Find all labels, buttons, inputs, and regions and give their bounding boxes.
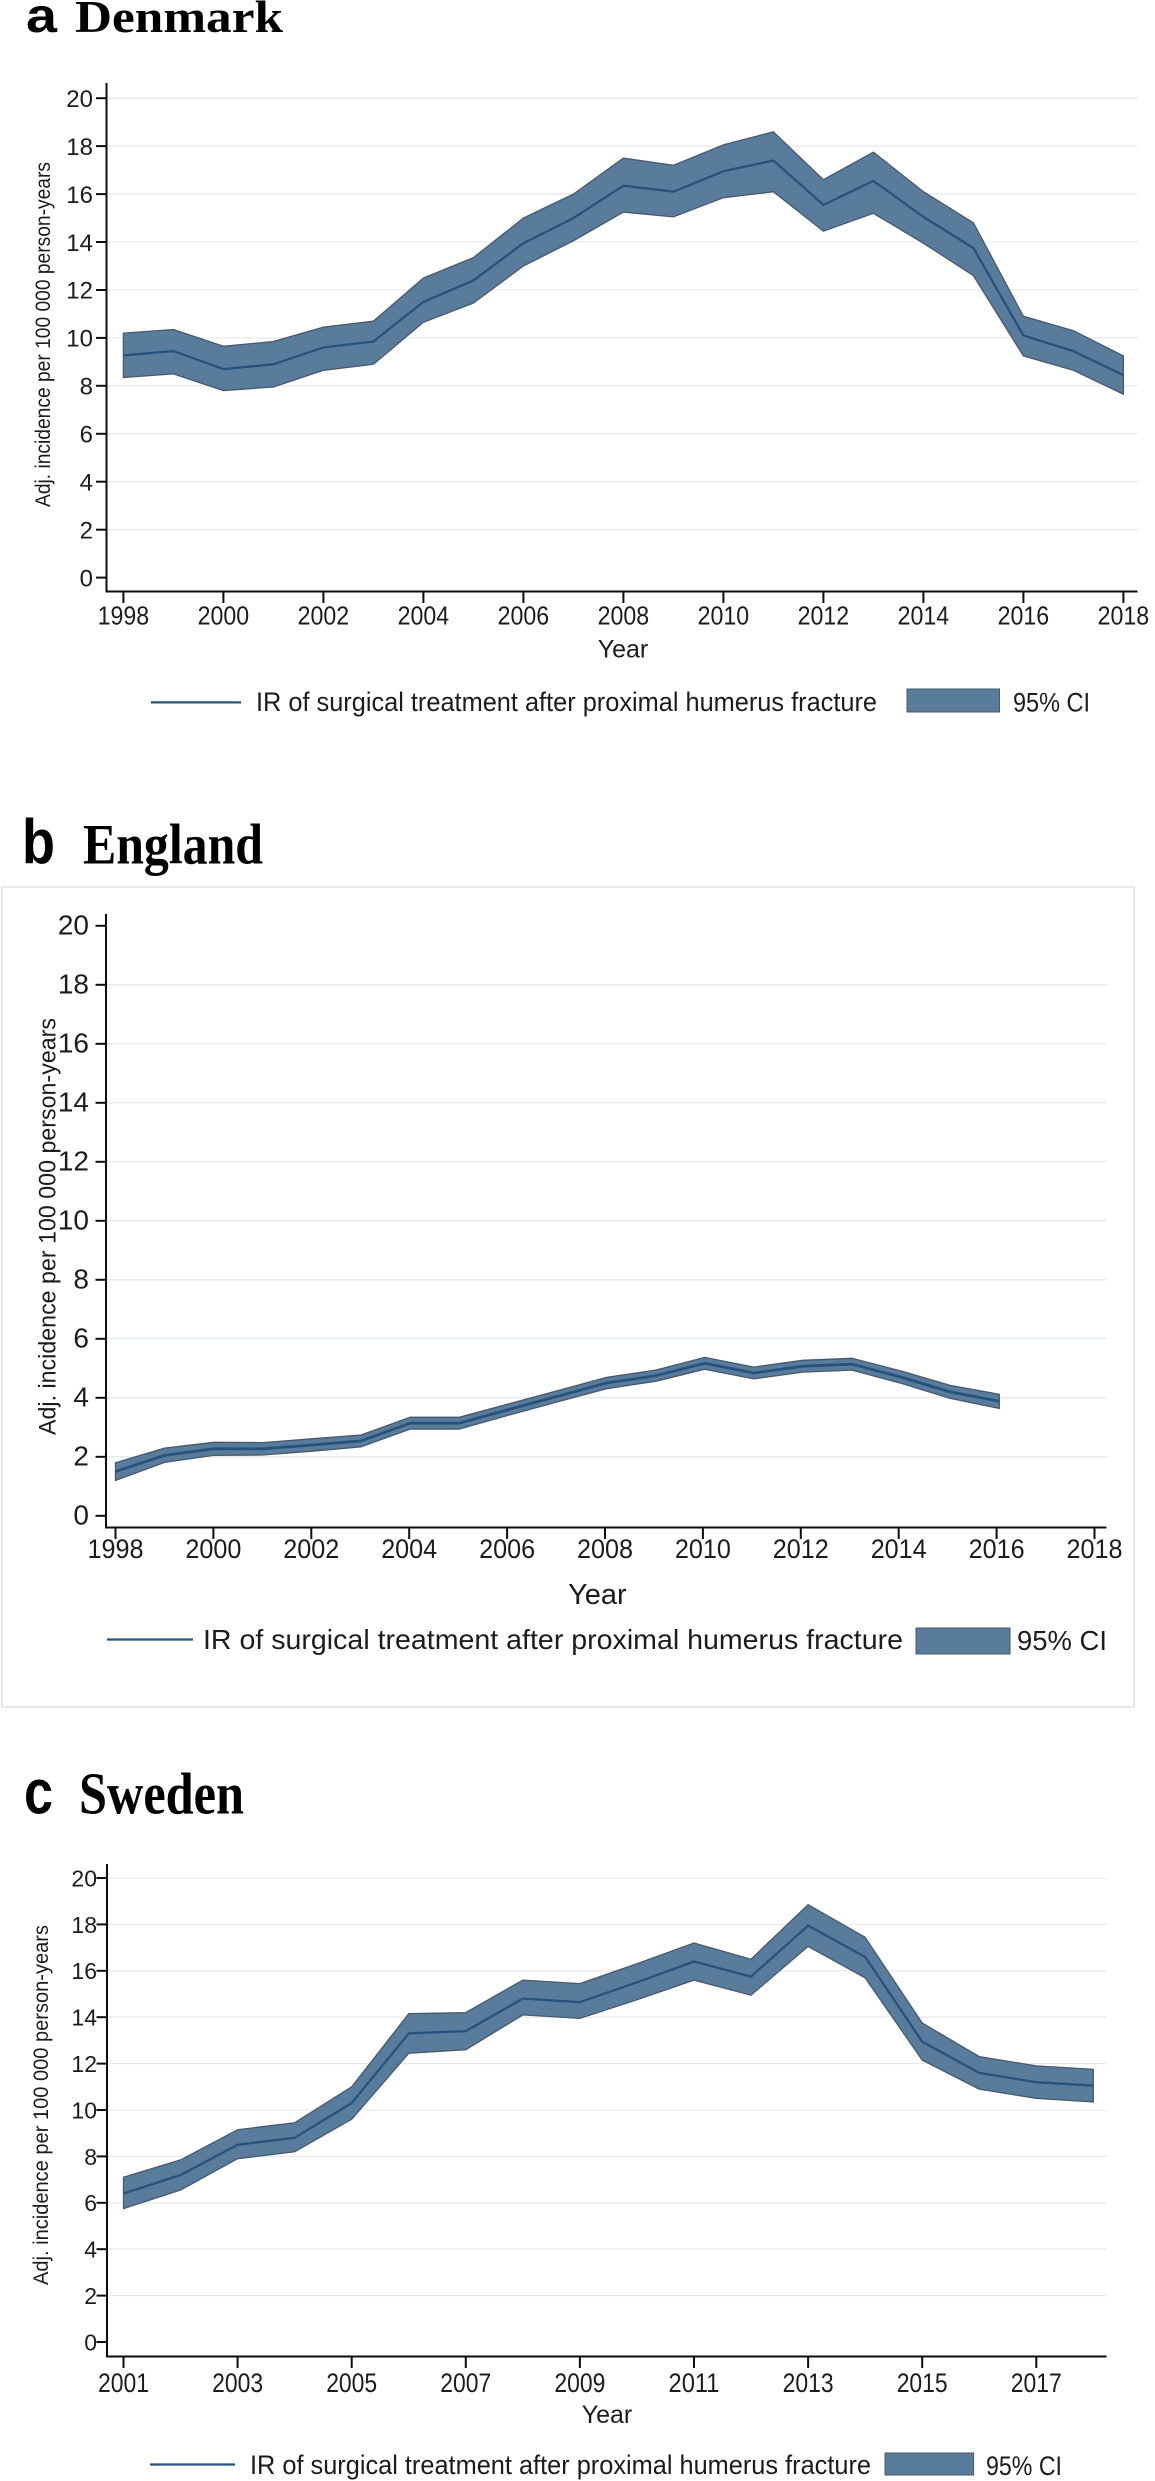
svg-text:2008: 2008: [577, 1534, 633, 1564]
svg-text:Year: Year: [582, 2401, 633, 2429]
svg-text:6: 6: [84, 2190, 97, 2216]
svg-text:4: 4: [84, 2237, 97, 2263]
svg-text:10: 10: [66, 326, 93, 353]
svg-text:18: 18: [71, 1912, 97, 1938]
svg-text:2: 2: [84, 2283, 97, 2309]
svg-text:12: 12: [58, 1146, 89, 1177]
svg-text:2010: 2010: [675, 1534, 731, 1564]
svg-text:2007: 2007: [440, 2368, 491, 2398]
svg-text:Denmark: Denmark: [75, 0, 283, 42]
svg-text:8: 8: [84, 2144, 97, 2170]
svg-text:20: 20: [58, 910, 89, 941]
svg-text:4: 4: [80, 470, 93, 497]
svg-text:2012: 2012: [773, 1534, 829, 1564]
svg-text:16: 16: [58, 1028, 89, 1059]
svg-text:2: 2: [73, 1441, 89, 1472]
svg-text:8: 8: [73, 1264, 89, 1295]
svg-text:14: 14: [71, 2005, 97, 2031]
svg-text:0: 0: [73, 1500, 89, 1531]
svg-text:2008: 2008: [598, 601, 650, 631]
svg-text:2002: 2002: [298, 601, 350, 631]
svg-text:2018: 2018: [1067, 1534, 1123, 1564]
svg-text:20: 20: [66, 86, 93, 113]
svg-text:95% CI: 95% CI: [1013, 688, 1090, 718]
svg-text:2003: 2003: [212, 2368, 263, 2398]
svg-text:0: 0: [84, 2329, 97, 2355]
svg-text:IR of surgical treatment after: IR of surgical treatment after proximal …: [250, 2450, 871, 2480]
svg-text:0: 0: [80, 565, 93, 592]
svg-text:Sweden: Sweden: [79, 1761, 244, 1827]
svg-text:Year: Year: [598, 636, 649, 664]
svg-text:18: 18: [66, 134, 93, 161]
svg-text:Year: Year: [568, 1579, 627, 1611]
svg-text:95% CI: 95% CI: [1017, 1625, 1107, 1656]
svg-text:95% CI: 95% CI: [986, 2451, 1062, 2481]
svg-text:IR of surgical treatment after: IR of surgical treatment after proximal …: [203, 1624, 903, 1655]
svg-text:2004: 2004: [398, 601, 450, 631]
svg-text:2016: 2016: [969, 1534, 1025, 1564]
svg-text:4: 4: [73, 1382, 89, 1413]
svg-text:2018: 2018: [1098, 601, 1150, 631]
svg-text:10: 10: [58, 1205, 89, 1236]
svg-text:2014: 2014: [898, 601, 950, 631]
svg-text:8: 8: [80, 374, 93, 401]
svg-text:2017: 2017: [1011, 2368, 1062, 2398]
svg-text:1998: 1998: [98, 601, 150, 631]
svg-text:10: 10: [71, 2097, 97, 2123]
svg-text:2015: 2015: [897, 2368, 948, 2398]
svg-text:2013: 2013: [783, 2368, 834, 2398]
svg-text:IR of surgical treatment after: IR of surgical treatment after proximal …: [256, 687, 877, 717]
svg-text:b: b: [22, 808, 55, 878]
svg-text:14: 14: [58, 1087, 89, 1118]
svg-text:2001: 2001: [98, 2368, 149, 2398]
svg-text:16: 16: [71, 1958, 97, 1984]
svg-text:England: England: [83, 814, 263, 877]
svg-text:2004: 2004: [381, 1534, 437, 1564]
svg-text:Adj. incidence per 100 000 per: Adj. incidence per 100 000 person-years: [35, 1018, 62, 1435]
svg-text:Adj. incidence per 100 000 per: Adj. incidence per 100 000 person-years: [31, 162, 55, 507]
svg-text:12: 12: [66, 278, 93, 305]
svg-text:2: 2: [80, 517, 93, 544]
svg-text:20: 20: [71, 1865, 97, 1891]
svg-text:2016: 2016: [998, 601, 1050, 631]
svg-text:14: 14: [66, 230, 93, 257]
svg-text:18: 18: [58, 969, 89, 1000]
svg-text:2010: 2010: [698, 601, 750, 631]
svg-text:a: a: [26, 0, 57, 43]
svg-text:2000: 2000: [185, 1534, 241, 1564]
svg-text:2006: 2006: [498, 601, 550, 631]
svg-text:1998: 1998: [88, 1534, 144, 1564]
svg-text:16: 16: [66, 182, 93, 209]
svg-text:6: 6: [73, 1323, 89, 1354]
svg-text:2006: 2006: [479, 1534, 535, 1564]
svg-text:2014: 2014: [871, 1534, 927, 1564]
svg-text:2002: 2002: [283, 1534, 339, 1564]
svg-text:2000: 2000: [198, 601, 250, 631]
svg-text:12: 12: [71, 2051, 97, 2077]
svg-text:2005: 2005: [326, 2368, 377, 2398]
svg-text:6: 6: [80, 422, 93, 449]
svg-text:2011: 2011: [669, 2368, 720, 2398]
svg-text:c: c: [24, 1758, 53, 1828]
svg-text:Adj. incidence per 100 000 per: Adj. incidence per 100 000 person-years: [30, 1925, 53, 2285]
svg-text:2009: 2009: [554, 2368, 605, 2398]
svg-text:2012: 2012: [798, 601, 850, 631]
